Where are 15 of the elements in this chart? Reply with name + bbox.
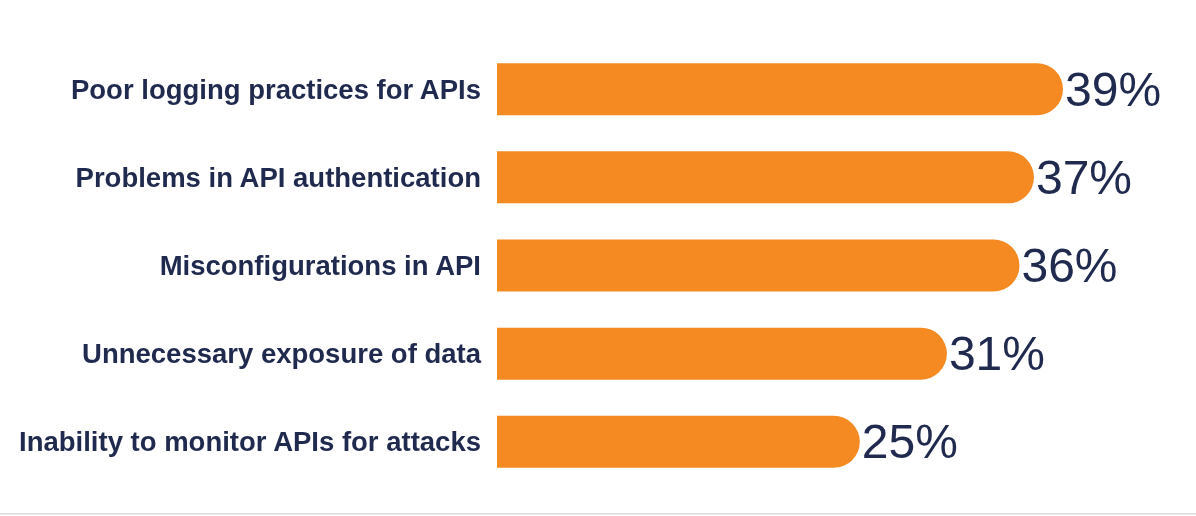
y-tick-label: Problems in API authentication — [75, 161, 481, 193]
y-tick-label: Poor logging practices for APIs — [70, 73, 481, 105]
data-label: 37% — [1035, 150, 1133, 204]
bar — [497, 151, 1034, 204]
bar — [497, 327, 947, 380]
y-tick-label: Inability to monitor APIs for attacks — [19, 426, 481, 458]
bar — [497, 239, 1020, 292]
data-label: 39% — [1065, 62, 1162, 116]
y-tick-label: Misconfigurations in API — [159, 250, 481, 281]
data-label: 25% — [861, 415, 958, 469]
y-tick-label: Unnecessary exposure of data — [82, 338, 482, 370]
data-label: 31% — [948, 327, 1045, 381]
bar — [497, 415, 860, 468]
bar — [497, 63, 1063, 116]
data-label: 36% — [1021, 239, 1118, 292]
